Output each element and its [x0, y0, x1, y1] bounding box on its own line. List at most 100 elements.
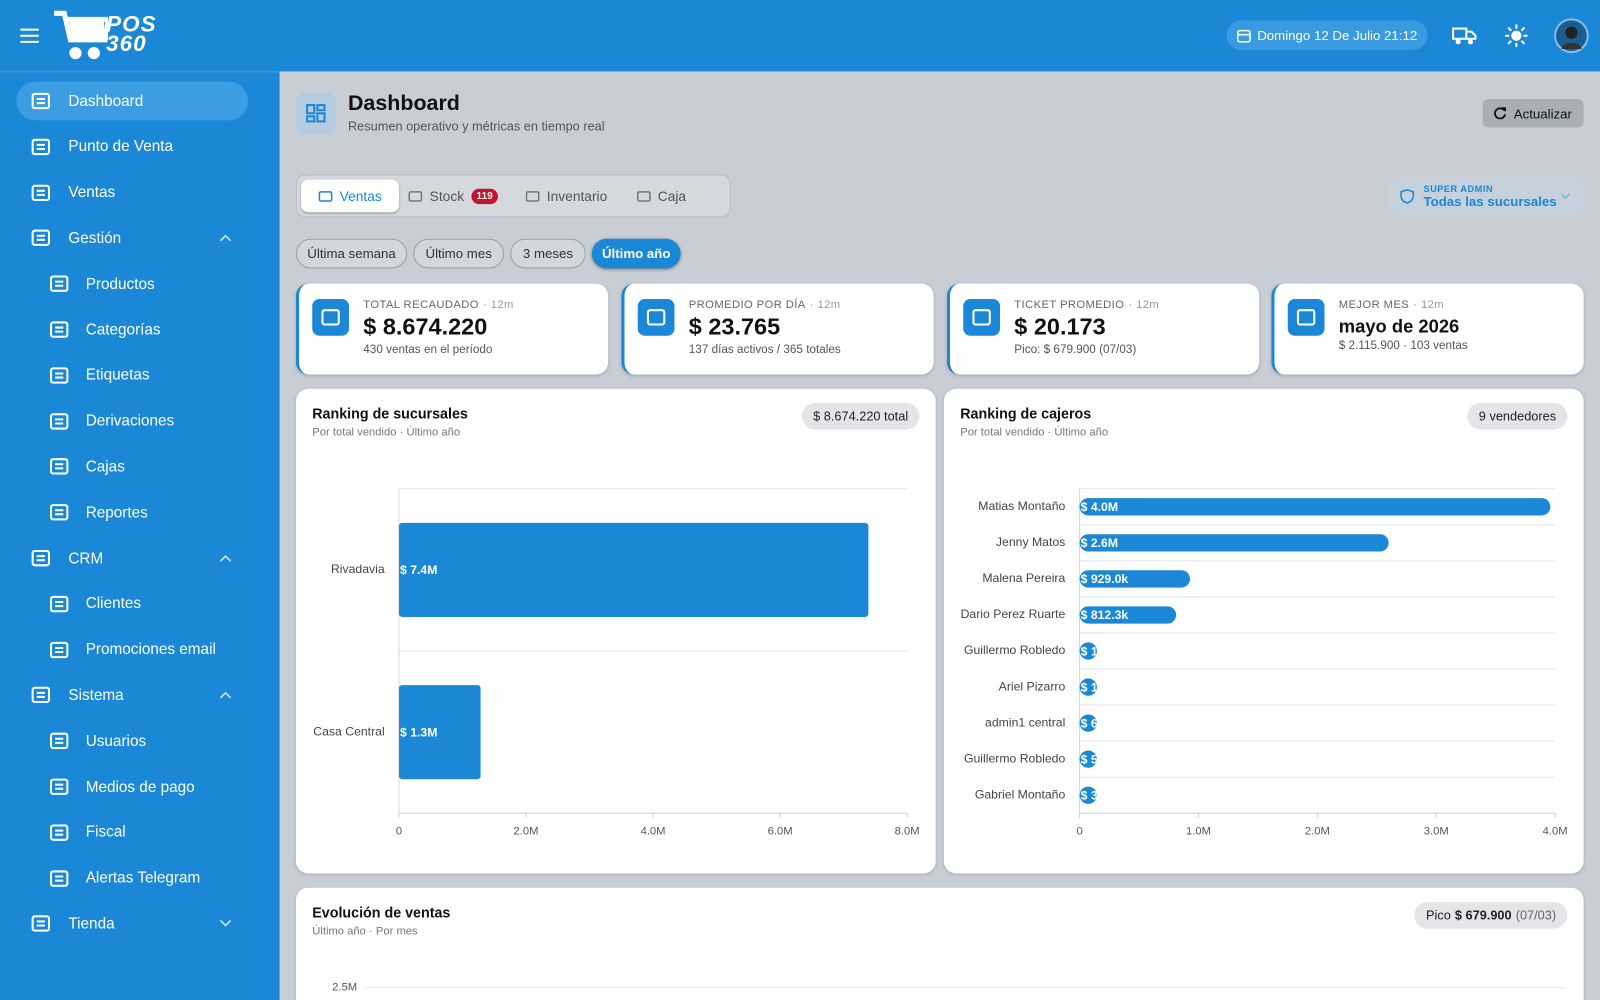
category-label: Casa Central: [313, 724, 384, 738]
tab[interactable]: Inventario: [507, 180, 625, 213]
kpi-icon: [1287, 298, 1325, 336]
category-label: Dario Perez Ruarte: [961, 607, 1066, 621]
chevron-shape: [219, 554, 232, 562]
period-chip[interactable]: Último mes: [413, 238, 505, 269]
chevron: [219, 920, 232, 928]
sidebar: Dashboard Punto de Venta Ventas Gestión Prod…: [0, 71, 280, 1000]
nav-label: Reportes: [85, 503, 148, 522]
kpi-label-text: TICKET PROMEDIO: [1014, 298, 1125, 312]
nav-subitem[interactable]: Fiscal: [16, 813, 248, 852]
tab[interactable]: Ventas: [301, 179, 399, 213]
nav-icon: [49, 595, 69, 613]
tab[interactable]: Caja: [626, 180, 697, 213]
kpi-detail: 430 ventas en el período: [363, 343, 493, 357]
page-subtitle: Resumen operativo y métricas en tiempo r…: [347, 119, 605, 134]
icon-shape: [636, 191, 651, 202]
refresh-button[interactable]: Actualizar: [1482, 98, 1584, 128]
value-label: $ 929.0k: [1081, 572, 1129, 586]
date-pill[interactable]: Domingo 12 De Julio 21:12: [1226, 20, 1428, 50]
category-label: Jenny Matos: [996, 535, 1065, 549]
nav-subitem[interactable]: Categorías: [16, 310, 248, 349]
icon-shape: [321, 309, 340, 326]
icon-shape: [972, 309, 991, 326]
nav-icon: [31, 687, 50, 704]
icon-shape: [36, 235, 45, 242]
x-tick-label: 3.0M: [1424, 826, 1449, 838]
nav-subitem[interactable]: Promociones email: [16, 630, 248, 669]
nav-icon: [49, 412, 69, 430]
nav-label: Etiquetas: [85, 366, 150, 384]
x-tick-label: 1.0M: [1186, 826, 1211, 838]
kpi-value: $ 8.674.220: [363, 313, 488, 340]
top-bar: POS 360 Domingo 12 De Julio 21:12: [0, 0, 1600, 72]
nav-item[interactable]: Tienda: [16, 904, 248, 943]
icon-shape: [31, 915, 50, 933]
kpi-period: · 12m: [483, 298, 514, 312]
period-chip[interactable]: Último año: [591, 238, 681, 269]
icon-shape: [55, 646, 64, 653]
nav-subitem[interactable]: Productos: [16, 264, 248, 303]
nav-item[interactable]: Sistema: [16, 676, 248, 715]
chart-card: Ranking de sucursales Por total vendido ·…: [295, 388, 936, 874]
kpi-icon-glyph: [1296, 309, 1316, 326]
nav-item[interactable]: Dashboard: [16, 81, 248, 121]
nav-item[interactable]: CRM: [16, 539, 248, 578]
nav-subitem[interactable]: Medios de pago: [16, 767, 248, 806]
theme-toggle[interactable]: [1504, 23, 1528, 47]
category-label: Gabriel Montaño: [975, 787, 1066, 801]
page-title: Dashboard: [347, 91, 460, 116]
nav-subitem[interactable]: Alertas Telegram: [16, 859, 248, 898]
nav-icon: [49, 778, 69, 795]
period-chip[interactable]: 3 meses: [510, 238, 586, 269]
delivery-icon[interactable]: [1452, 26, 1477, 46]
icon-shape: [55, 417, 64, 425]
badge-label: Pico: [1425, 908, 1451, 923]
nav-subitem[interactable]: Etiquetas: [16, 356, 248, 395]
x-tick-label: 4.0M: [1543, 826, 1568, 838]
icon-shape: [36, 920, 45, 927]
kpi-card: PROMEDIO POR DÍA · 12m $ 23.765 137 días ac…: [621, 283, 934, 375]
chevron-shape: [219, 920, 232, 928]
branch-selector[interactable]: SUPER ADMIN Todas las sucursales: [1388, 178, 1584, 214]
icon-shape: [49, 504, 69, 521]
menu-button[interactable]: [19, 27, 39, 45]
chevron: [219, 554, 232, 562]
badge-text: 9 vendedores: [1478, 409, 1557, 424]
nav-item[interactable]: Ventas: [16, 173, 248, 212]
icon-shape: [49, 778, 69, 795]
nav-item[interactable]: Gestión: [16, 219, 248, 258]
nav-item[interactable]: Punto de Venta: [16, 127, 248, 166]
nav-label: Promociones email: [85, 640, 216, 659]
category-label: Rivadavia: [331, 562, 385, 576]
chart-plot: 2.5M: [332, 982, 1567, 994]
nav-label: Ventas: [68, 183, 116, 202]
kpi-icon: [963, 298, 1000, 336]
period-chip[interactable]: Última semana: [295, 238, 408, 269]
kpi-value: $ 23.765: [688, 313, 781, 340]
badge-text: $ 8.674.220 total: [813, 409, 909, 424]
nav-label: Tienda: [68, 915, 115, 933]
value-label: $ 4.0M: [1081, 500, 1118, 514]
nav-subitem[interactable]: Cajas: [16, 447, 248, 486]
icon-shape: [31, 184, 50, 201]
bar: [1079, 750, 1097, 768]
kpi-icon: [637, 298, 675, 336]
kpi-detail: Pico: $ 679.900 (07/03): [1014, 343, 1137, 357]
chevron-shape: [219, 692, 232, 699]
icon-shape: [49, 595, 69, 613]
icon-shape: [55, 372, 64, 379]
nav-label: Dashboard: [68, 92, 144, 110]
tab[interactable]: Stock 119: [399, 180, 507, 213]
chart-subtitle: Último año · Por mes: [312, 925, 418, 938]
branch-label: Todas las sucursales: [1423, 193, 1557, 210]
avatar[interactable]: [1554, 18, 1589, 54]
nav-subitem[interactable]: Usuarios: [16, 722, 248, 761]
y-tick-label: 2.5M: [332, 982, 357, 994]
chart-badge: Pico $ 679.900 (07/03): [1414, 902, 1568, 929]
nav-subitem[interactable]: Derivaciones: [16, 402, 248, 441]
icon-shape: [36, 555, 45, 562]
icon-shape: [49, 869, 69, 887]
nav-subitem[interactable]: Clientes: [16, 584, 248, 623]
nav-subitem[interactable]: Reportes: [16, 493, 248, 532]
